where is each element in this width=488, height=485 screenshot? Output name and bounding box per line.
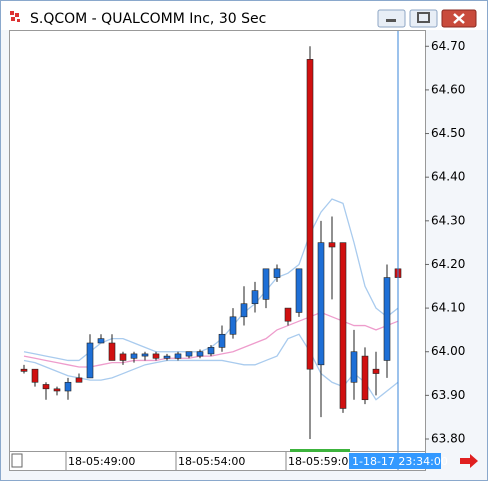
scroll-box[interactable] bbox=[11, 453, 23, 468]
maximize-button[interactable] bbox=[409, 9, 438, 28]
candle-body bbox=[97, 338, 105, 344]
candle-body bbox=[119, 353, 127, 361]
candle-body bbox=[86, 342, 94, 379]
x-tick-label: 18-05:49:00 bbox=[68, 455, 135, 468]
y-tick-label: 64.60 bbox=[431, 82, 465, 96]
y-tick-label: 64.20 bbox=[431, 257, 465, 271]
candle-body bbox=[339, 242, 347, 409]
candle-body bbox=[108, 342, 116, 361]
candle-body bbox=[53, 388, 61, 392]
cursor-label-box bbox=[349, 453, 441, 469]
window-title: S.QCOM - QUALCOMM Inc, 30 Sec bbox=[30, 11, 266, 27]
candle-body bbox=[284, 307, 292, 322]
candle-body bbox=[317, 242, 325, 366]
x-tick-label: 18-05:59:00 bbox=[288, 455, 355, 468]
y-tick-label: 63.90 bbox=[431, 388, 465, 402]
y-tick-label: 64.40 bbox=[431, 170, 465, 184]
session-strip bbox=[290, 449, 350, 452]
candle-body bbox=[152, 353, 160, 359]
y-tick-label: 64.00 bbox=[431, 344, 465, 358]
candle-body bbox=[207, 347, 215, 355]
candle-body bbox=[31, 368, 39, 383]
y-tick-label: 64.70 bbox=[431, 39, 465, 53]
candle-body bbox=[42, 384, 50, 390]
app-icon bbox=[10, 11, 20, 22]
candle-body bbox=[218, 333, 226, 348]
candle-body bbox=[141, 353, 149, 357]
candle-body bbox=[350, 351, 358, 383]
candle-body bbox=[262, 268, 270, 300]
cursor-label: 1-18-17 23:34:00 bbox=[352, 455, 448, 468]
candle-body bbox=[196, 351, 204, 357]
candle-body bbox=[328, 242, 336, 248]
y-tick-label: 64.30 bbox=[431, 213, 465, 227]
overlay-line bbox=[23, 333, 399, 401]
candle-body bbox=[295, 268, 303, 313]
y-tick-label: 64.10 bbox=[431, 301, 465, 315]
candle-body bbox=[185, 351, 193, 357]
y-tick-label: 64.50 bbox=[431, 126, 465, 140]
candle-body bbox=[383, 277, 391, 361]
candle-body bbox=[273, 268, 281, 278]
overlay-line bbox=[23, 311, 399, 368]
candle-body bbox=[361, 355, 369, 401]
candle-body bbox=[64, 381, 72, 392]
title-bar bbox=[1, 1, 487, 30]
candle-body bbox=[306, 59, 314, 370]
scroll-right-arrow[interactable] bbox=[460, 454, 478, 468]
x-tick-label: 18-05:54:00 bbox=[178, 455, 245, 468]
candle-body bbox=[130, 353, 138, 359]
minimize-button[interactable] bbox=[377, 9, 406, 28]
y-tick-label: 63.80 bbox=[431, 432, 465, 446]
candle-body bbox=[174, 353, 182, 359]
candle-body bbox=[372, 368, 380, 374]
candle-body bbox=[163, 355, 171, 359]
candle-body bbox=[251, 290, 259, 305]
candle-body bbox=[20, 368, 28, 372]
candle-body bbox=[240, 303, 248, 318]
close-button[interactable] bbox=[441, 9, 477, 28]
candle-body bbox=[75, 377, 83, 383]
candle-body bbox=[229, 316, 237, 335]
